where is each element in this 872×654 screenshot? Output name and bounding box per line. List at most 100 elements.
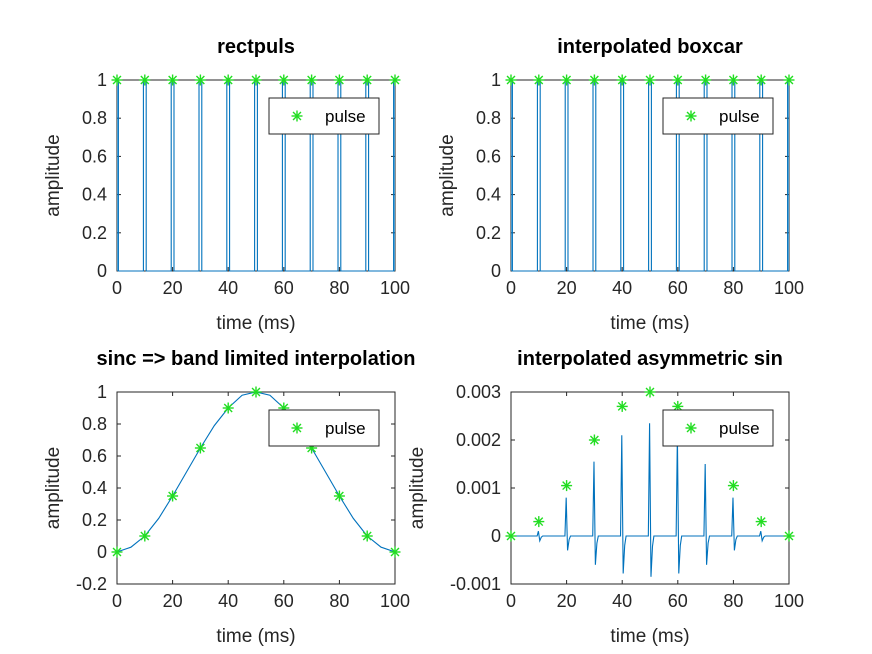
x-tick-label: 40 [218, 591, 238, 611]
legend: pulse [268, 409, 380, 447]
y-tick-label: 1 [491, 70, 501, 90]
legend-entry-label: pulse [325, 419, 366, 438]
pulse-marker [222, 74, 234, 86]
y-axis-label: amplitude [437, 134, 458, 216]
pulse-marker [361, 530, 373, 542]
y-tick-label: 1 [97, 70, 107, 90]
pulse-marker [755, 516, 767, 528]
y-tick-label: 0.8 [82, 414, 107, 434]
y-tick-label: 0.8 [476, 108, 501, 128]
y-axis-label: amplitude [43, 134, 64, 216]
x-axis-label: time (ms) [216, 626, 295, 647]
pulse-marker [194, 74, 206, 86]
pulse-marker [727, 74, 739, 86]
y-tick-label: 0.6 [82, 146, 107, 166]
pulse-marker [533, 74, 545, 86]
x-tick-label: 80 [329, 278, 349, 298]
x-tick-label: 20 [557, 278, 577, 298]
x-tick-label: 0 [506, 591, 516, 611]
x-axis-label: time (ms) [216, 313, 295, 334]
pulse-marker [222, 402, 234, 414]
x-tick-label: 100 [380, 278, 410, 298]
chart-title: interpolated boxcar [557, 36, 743, 58]
legend: pulse [662, 97, 774, 135]
pulse-marker [685, 110, 697, 122]
legend-box [662, 97, 774, 135]
chart-title: interpolated asymmetric sin [517, 348, 783, 370]
y-tick-label: 0.001 [456, 478, 501, 498]
x-tick-label: 40 [612, 278, 632, 298]
pulse-marker [389, 546, 401, 558]
y-tick-label: 0.003 [456, 382, 501, 402]
chart-panel: sinc => band limited interpolation 0 20 40 6… [43, 348, 415, 647]
pulse-marker [167, 74, 179, 86]
y-tick-label: 0.6 [82, 446, 107, 466]
y-tick-label: 0.2 [476, 223, 501, 243]
chart-title: rectpuls [217, 36, 295, 58]
pulse-marker [194, 442, 206, 454]
legend-box [268, 409, 380, 447]
x-tick-label: 60 [274, 278, 294, 298]
pulse-marker [588, 74, 600, 86]
x-tick-label: 40 [218, 278, 238, 298]
x-tick-label: 60 [274, 591, 294, 611]
y-axis-label: amplitude [407, 447, 428, 529]
x-tick-label: 80 [723, 591, 743, 611]
chart-panel: interpolated boxcar 0 20 40 60 80 100 0 0.2 0.4 0.… [437, 36, 804, 334]
pulse-marker [139, 74, 151, 86]
pulse-marker [111, 74, 123, 86]
y-tick-label: 0 [491, 526, 501, 546]
legend-entry-label: pulse [719, 419, 760, 438]
pulse-marker [616, 400, 628, 412]
y-tick-label: 0.4 [476, 185, 501, 205]
legend: pulse [662, 409, 774, 447]
x-axis-label: time (ms) [610, 313, 689, 334]
y-tick-label: 0.2 [82, 510, 107, 530]
pulse-marker [139, 530, 151, 542]
y-tick-label: 0.6 [476, 146, 501, 166]
chart-title: sinc => band limited interpolation [97, 348, 416, 370]
legend-box [268, 97, 380, 135]
y-tick-label: 0.8 [82, 108, 107, 128]
pulse-marker [533, 516, 545, 528]
pulse-marker [250, 386, 262, 398]
x-tick-label: 80 [329, 591, 349, 611]
x-tick-label: 20 [557, 591, 577, 611]
pulse-marker [291, 422, 303, 434]
x-tick-label: 0 [112, 591, 122, 611]
y-tick-label: 0.002 [456, 430, 501, 450]
pulse-marker [644, 386, 656, 398]
x-axis-label: time (ms) [610, 626, 689, 647]
pulse-marker [505, 530, 517, 542]
x-tick-label: 60 [668, 278, 688, 298]
y-tick-label: -0.2 [76, 574, 107, 594]
pulse-marker [727, 480, 739, 492]
x-tick-label: 60 [668, 591, 688, 611]
y-tick-label: 0.4 [82, 185, 107, 205]
pulse-marker [306, 74, 318, 86]
x-tick-label: 100 [774, 278, 804, 298]
pulse-marker [333, 490, 345, 502]
legend: pulse [268, 97, 380, 135]
pulse-marker [278, 74, 290, 86]
pulse-marker [588, 434, 600, 446]
pulse-marker [561, 480, 573, 492]
legend-entry-label: pulse [719, 107, 760, 126]
pulse-marker [755, 74, 767, 86]
pulse-marker [700, 74, 712, 86]
pulse-marker [561, 74, 573, 86]
pulse-marker [783, 530, 795, 542]
pulse-marker [783, 74, 795, 86]
pulse-marker [672, 74, 684, 86]
legend-box [662, 409, 774, 447]
y-tick-label: 0 [491, 261, 501, 281]
y-tick-label: -0.001 [450, 574, 501, 594]
x-tick-label: 20 [163, 278, 183, 298]
y-tick-label: 0.2 [82, 223, 107, 243]
pulse-marker [685, 422, 697, 434]
chart-panel: interpolated asymmetric sin 0 20 40 60 80 100 -… [407, 348, 804, 647]
legend-entry-label: pulse [325, 107, 366, 126]
pulse-marker [644, 74, 656, 86]
y-tick-label: 1 [97, 382, 107, 402]
